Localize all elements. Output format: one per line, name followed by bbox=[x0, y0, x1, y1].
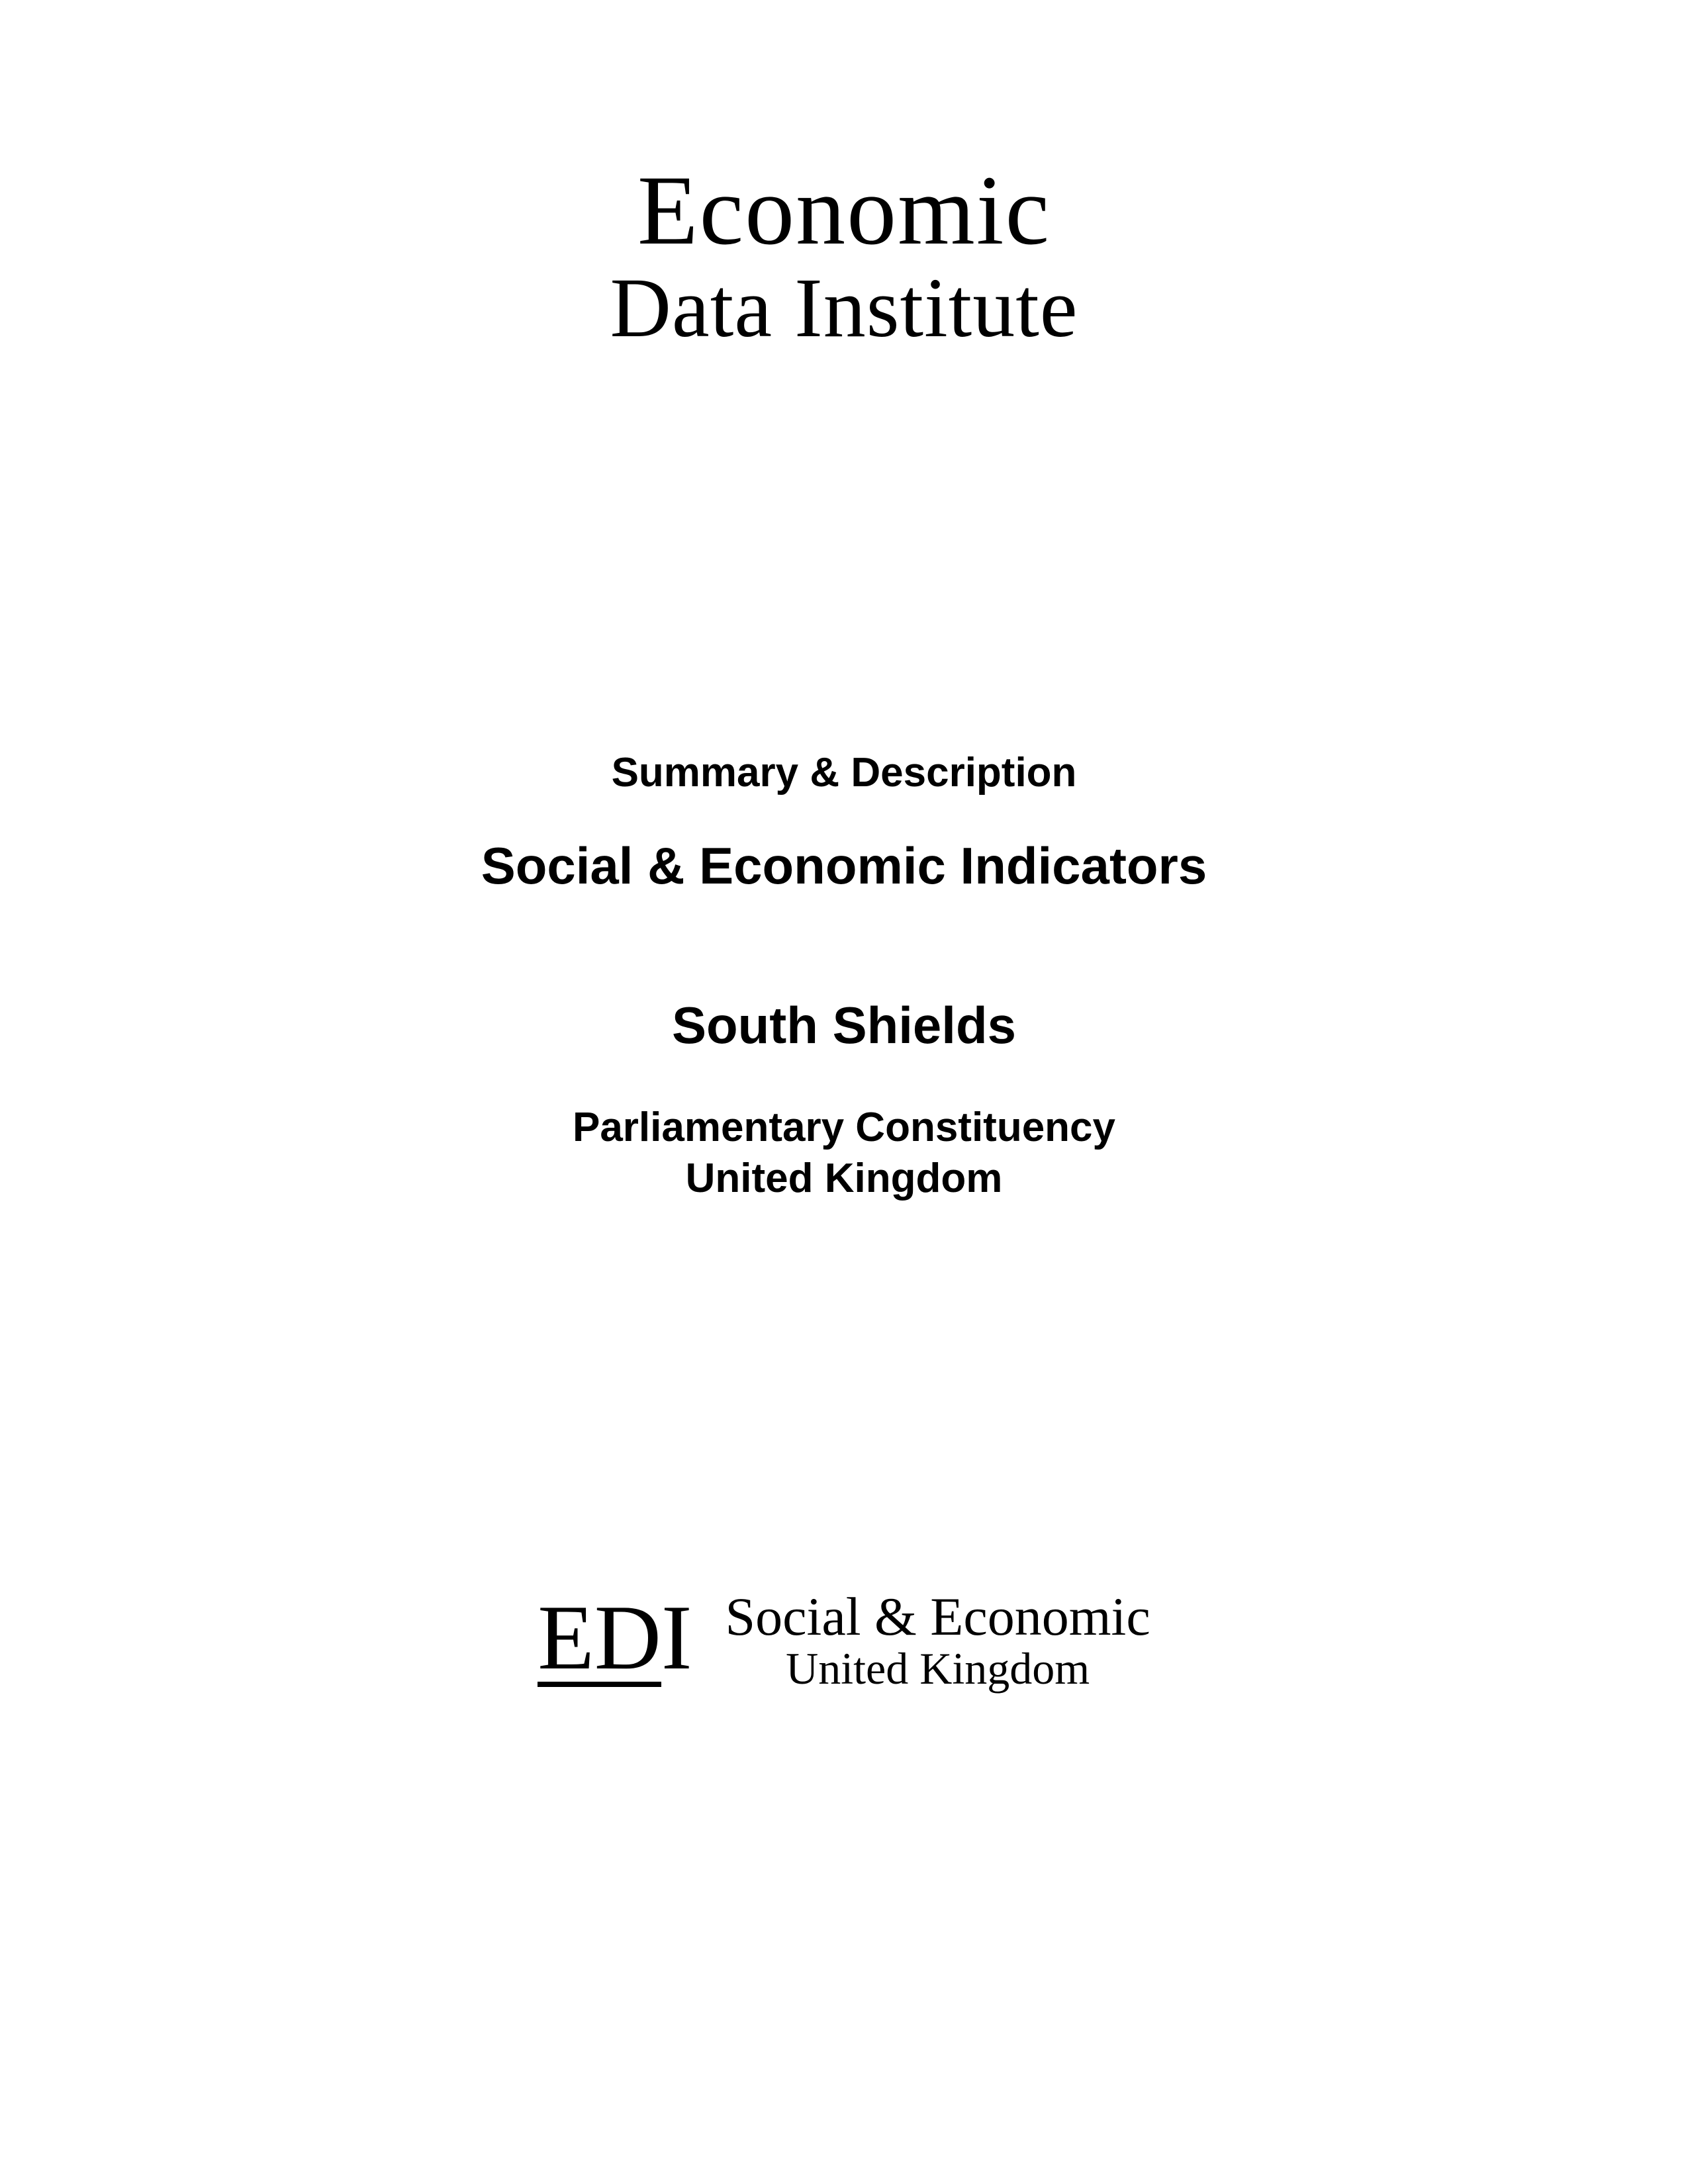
subtitle-line1: Parliamentary Constituency bbox=[481, 1102, 1207, 1154]
top-logo-line2: Data Institute bbox=[610, 263, 1078, 352]
edi-letter-i: I bbox=[661, 1594, 692, 1682]
bottom-logo: EDI Social & Economic United Kingdom bbox=[538, 1588, 1150, 1692]
location-name: South Shields bbox=[481, 995, 1207, 1056]
top-logo: Economic Data Institute bbox=[610, 159, 1078, 352]
summary-label: Summary & Description bbox=[481, 749, 1207, 796]
subtitle-line2: United Kingdom bbox=[481, 1153, 1207, 1205]
edi-abbreviation: EDI bbox=[538, 1594, 692, 1687]
edi-letter-e: E bbox=[538, 1594, 594, 1687]
bottom-logo-line1: Social & Economic bbox=[726, 1588, 1150, 1645]
bottom-logo-text: Social & Economic United Kingdom bbox=[726, 1588, 1150, 1692]
document-page: Economic Data Institute Summary & Descri… bbox=[0, 0, 1688, 2184]
edi-letter-d: D bbox=[594, 1594, 661, 1687]
title-block: Summary & Description Social & Economic … bbox=[481, 749, 1207, 1205]
top-logo-line1: Economic bbox=[610, 159, 1078, 263]
bottom-logo-line2: United Kingdom bbox=[726, 1645, 1150, 1692]
main-title: Social & Economic Indicators bbox=[481, 836, 1207, 896]
